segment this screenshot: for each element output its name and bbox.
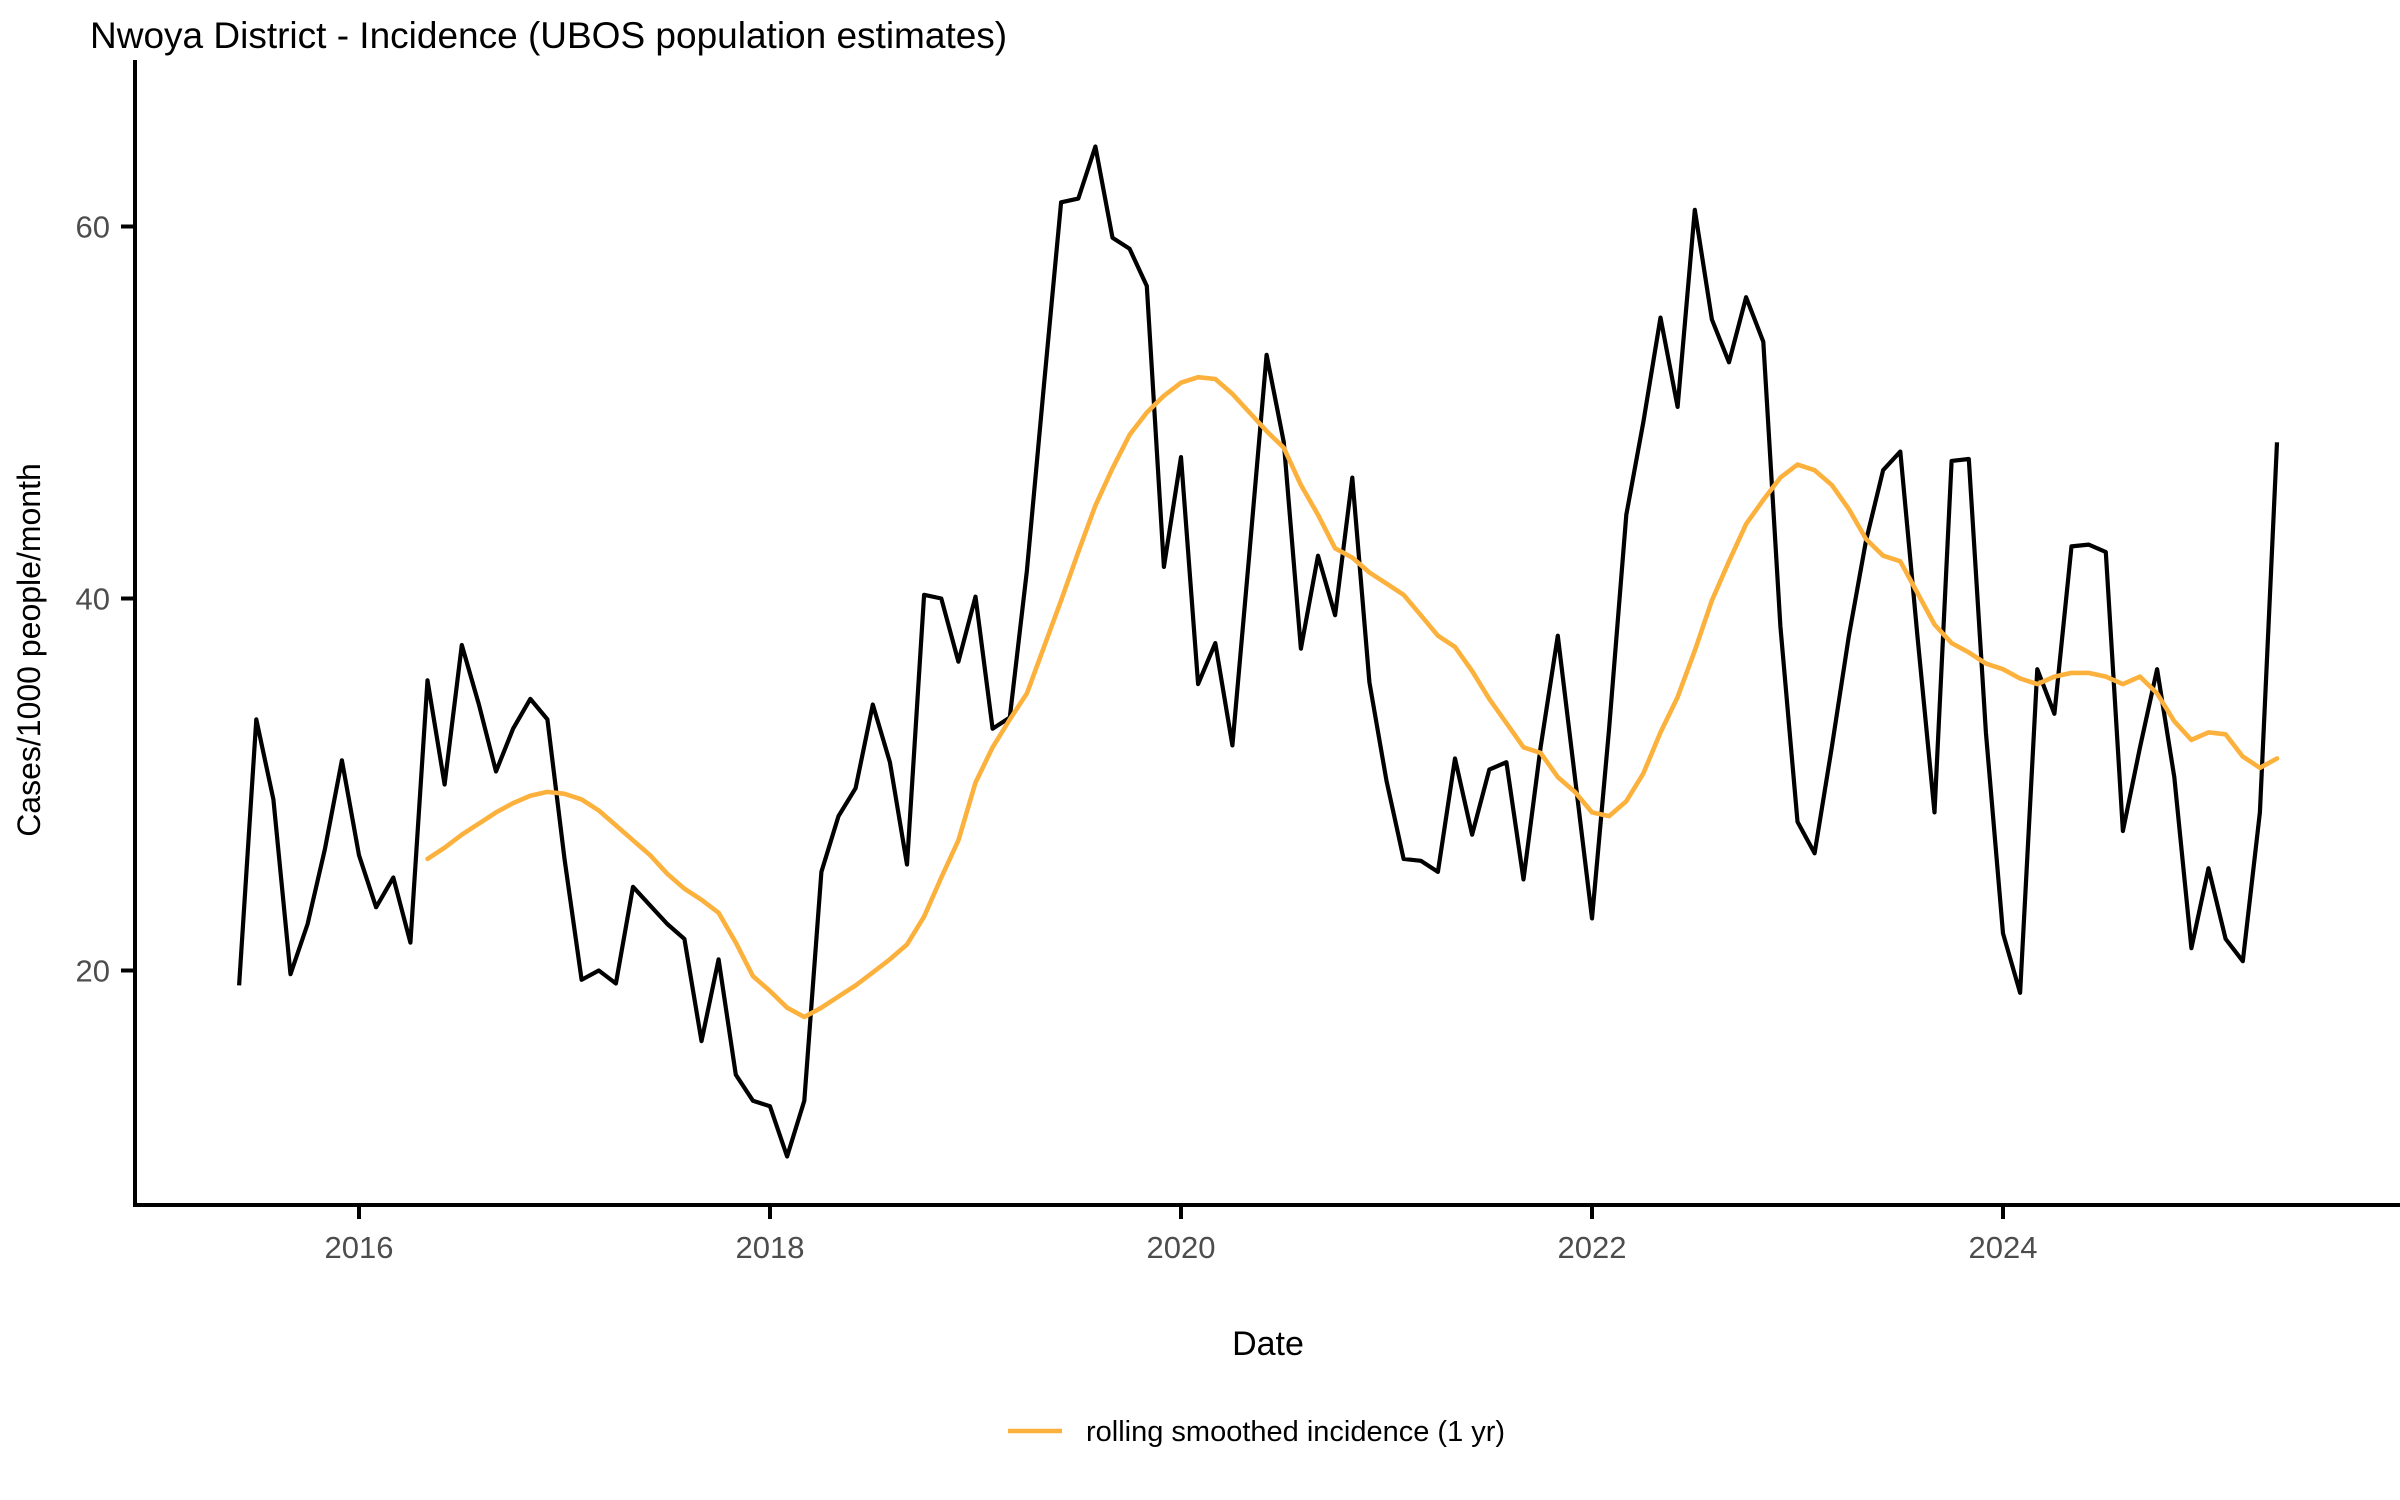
chart-title: Nwoya District - Incidence (UBOS populat… [90,15,1007,56]
legend: rolling smoothed incidence (1 yr) [1008,1416,1505,1448]
x-tick-label: 2018 [736,1230,805,1265]
y-tick-label: 40 [76,582,110,617]
x-axis-label: Date [1232,1325,1304,1363]
y-tick-label: 20 [76,954,110,989]
x-tick-label: 2016 [325,1230,394,1265]
smoothed-incidence-line [425,374,2280,1020]
incidence-line [237,144,2280,1159]
y-tick-label: 60 [76,210,110,245]
x-axis-ticks: 2016 2018 2020 2022 2024 [325,1205,2038,1265]
x-tick-label: 2020 [1147,1230,1216,1265]
y-axis-ticks: 20 40 60 [76,210,135,989]
x-tick-label: 2024 [1969,1230,2038,1265]
x-tick-label: 2022 [1558,1230,1627,1265]
y-axis-label: Cases/1000 people/month [11,463,47,837]
legend-label: rolling smoothed incidence (1 yr) [1086,1416,1505,1448]
